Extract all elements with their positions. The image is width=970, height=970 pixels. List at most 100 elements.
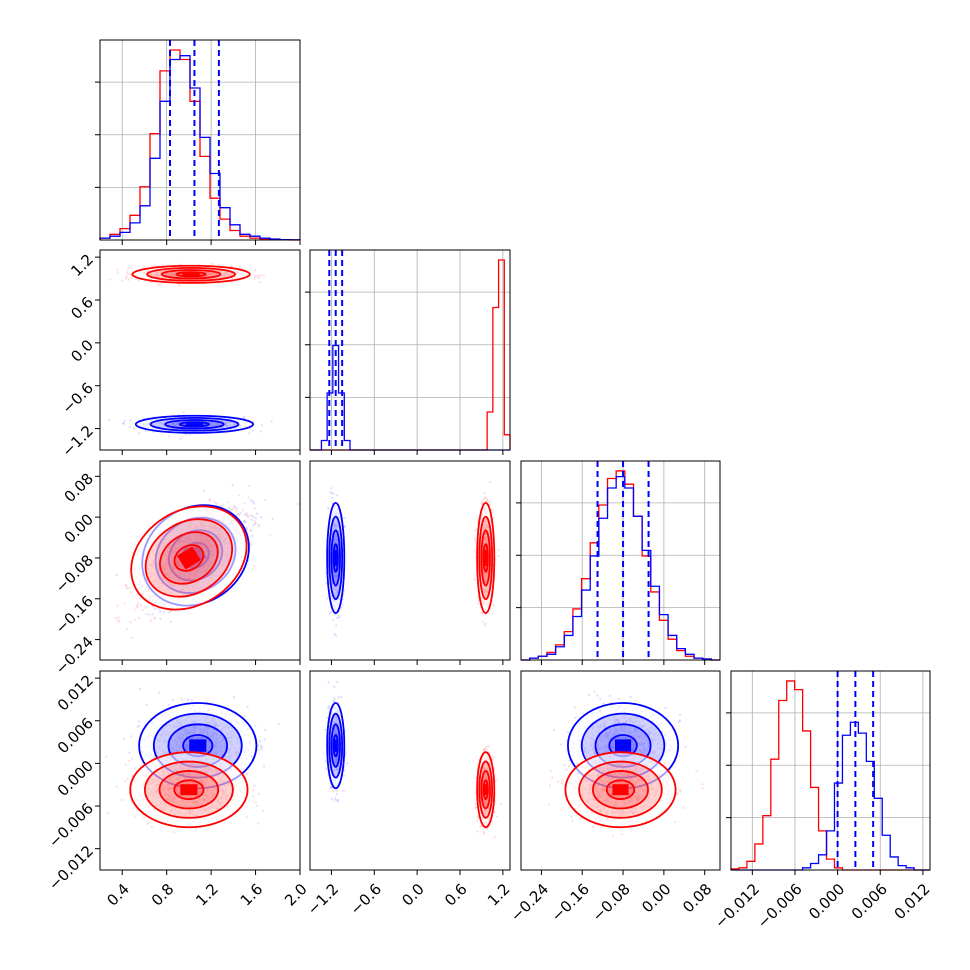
sample-point [330, 491, 333, 495]
sample-point [169, 610, 172, 613]
sample-point [250, 518, 253, 521]
sample-point [245, 531, 248, 534]
sample-point [245, 527, 249, 531]
sample-point [125, 586, 129, 590]
histogram-panel-0 [95, 39, 301, 241]
panel-frame [99, 460, 301, 661]
sample-point [332, 619, 335, 622]
sample-point [256, 275, 259, 279]
sample-point [253, 507, 256, 510]
sample-point [126, 271, 129, 274]
panel-background [731, 671, 930, 870]
sample-point [490, 612, 494, 615]
sample-point [129, 620, 132, 624]
joint-panel-0-1 [99, 249, 301, 451]
sample-point [250, 514, 253, 517]
sample-point [263, 498, 267, 502]
sample-point [168, 435, 171, 438]
sample-point [257, 274, 260, 277]
panel-frame [99, 249, 301, 451]
sample-point [153, 616, 157, 619]
sample-point [159, 617, 162, 620]
sample-point [144, 429, 148, 433]
sample-point [116, 604, 119, 607]
sample-point [151, 612, 154, 616]
panel-background [521, 461, 720, 660]
sample-point [337, 614, 340, 617]
sample-point [128, 586, 131, 590]
sample-point [231, 483, 234, 487]
sample-point [245, 526, 248, 529]
sample-point [137, 279, 140, 282]
panel-background [310, 250, 510, 450]
sample-point [123, 602, 126, 605]
sample-point [328, 612, 332, 615]
sample-point [249, 499, 253, 502]
sample-point [232, 505, 236, 508]
sample-point [169, 620, 173, 623]
sample-point [251, 534, 254, 538]
density-peak-series-b [177, 546, 201, 570]
sample-point [116, 268, 119, 271]
panel-frame [99, 39, 301, 241]
sample-point [153, 617, 156, 620]
sample-point [108, 418, 111, 422]
sample-point [178, 284, 182, 287]
sample-point [254, 517, 257, 520]
sample-point [150, 265, 154, 268]
sample-point [130, 276, 133, 279]
sample-point [143, 266, 146, 269]
sample-point [253, 565, 256, 568]
sample-point [153, 607, 157, 610]
sample-point [219, 504, 222, 508]
sample-point [483, 492, 486, 495]
sample-point [271, 517, 274, 520]
sample-point [332, 492, 335, 495]
sample-point [137, 617, 141, 620]
sample-point [483, 496, 487, 499]
panel-frame [730, 670, 931, 871]
sample-point [126, 627, 129, 631]
density-peak-series-a [185, 423, 203, 426]
sample-point [242, 415, 246, 419]
sample-point [127, 278, 130, 281]
sample-point [159, 610, 162, 613]
sample-point [248, 432, 251, 435]
sample-point [333, 632, 336, 636]
sample-point [242, 520, 246, 523]
sample-point [117, 620, 120, 623]
sample-point [138, 596, 142, 600]
sample-point [252, 502, 256, 505]
sample-point [130, 266, 133, 269]
sample-point [125, 584, 128, 587]
sample-point [329, 610, 333, 613]
sample-point [243, 520, 246, 523]
sample-point [157, 607, 160, 611]
histogram-panel-1 [305, 249, 511, 451]
panel-frame [520, 460, 721, 661]
sample-point [254, 521, 257, 525]
sample-point [122, 422, 125, 425]
sample-point [129, 273, 132, 276]
sample-point [248, 541, 252, 545]
sample-point [248, 515, 251, 518]
histogram-step-series-a [521, 475, 720, 661]
panel-frame [309, 249, 511, 451]
sample-point [134, 618, 137, 622]
sample-point [235, 509, 239, 513]
sample-point [254, 522, 257, 525]
sample-point [243, 513, 247, 516]
sample-point [114, 617, 118, 620]
sample-point [156, 283, 159, 286]
sample-point [481, 620, 485, 624]
sample-point [132, 427, 136, 430]
sample-point [261, 424, 264, 427]
sample-point [258, 523, 261, 527]
sample-point [237, 513, 241, 517]
sample-point [497, 548, 500, 552]
histogram-step-series-a [99, 55, 301, 241]
sample-point [253, 274, 257, 277]
joint-panel-1-2 [309, 460, 511, 661]
sample-point [247, 496, 251, 500]
